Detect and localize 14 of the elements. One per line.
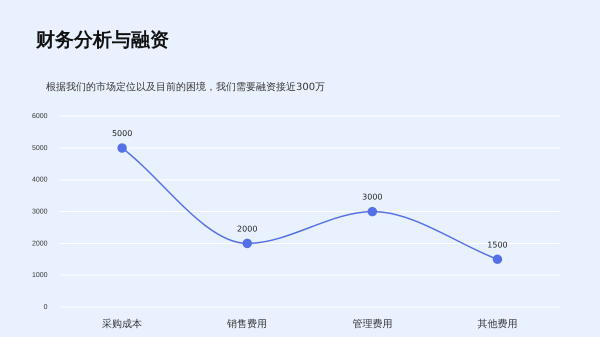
chart-subtitle: 根据我们的市场定位以及目前的困境，我们需要融资接近300万	[46, 80, 326, 94]
point	[492, 254, 502, 264]
point	[242, 238, 252, 248]
x-tick-label: 其他费用	[477, 318, 518, 330]
data-label: 1500	[487, 240, 508, 250]
x-tick-label: 采购成本	[102, 318, 142, 330]
data-label: 3000	[362, 192, 383, 202]
x-tick-label: 管理费用	[352, 318, 392, 330]
point	[368, 206, 378, 216]
point	[117, 143, 127, 153]
data-label: 5000	[112, 129, 132, 138]
chart-title: 财务分析与融资	[36, 28, 169, 53]
data-label: 2000	[237, 224, 258, 234]
x-tick-label: 销售费用	[226, 318, 268, 330]
